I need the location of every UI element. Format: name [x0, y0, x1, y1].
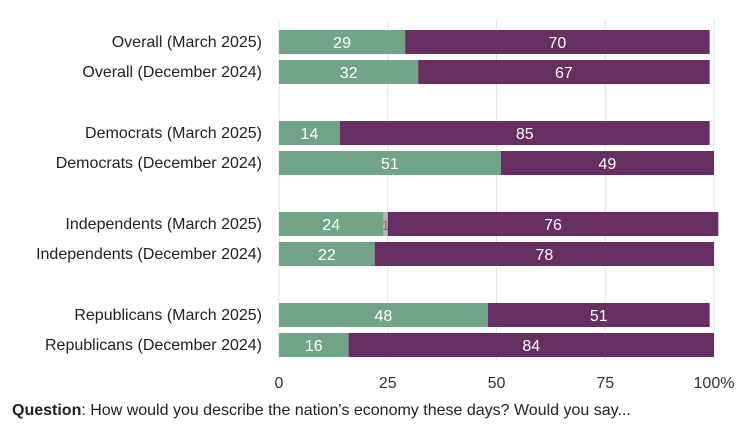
category-label: Republicans (December 2024) [45, 337, 262, 354]
bar-segment [279, 242, 375, 266]
bar-segment [279, 303, 488, 327]
question-text: : How would you describe the nation's ec… [81, 402, 631, 419]
data-label: 49 [599, 156, 617, 173]
x-tick-label: 50 [488, 375, 506, 392]
x-tick-label: 100% [694, 375, 735, 392]
data-label: 78 [535, 247, 553, 264]
bar-segment [348, 333, 714, 357]
bar-segment [279, 121, 340, 145]
bar-segment [339, 121, 710, 145]
chart: 29 70 32 67 14 85 51 49 24 1 76 22 78 48 51 16 84 Overal… [36, 20, 735, 392]
data-label: 51 [381, 156, 399, 173]
x-tick-label: 25 [379, 375, 397, 392]
data-label: 24 [322, 217, 340, 234]
data-label: 76 [544, 217, 562, 234]
data-label: 67 [555, 65, 573, 82]
question-label: Question [12, 402, 82, 419]
category-label: Republicans (March 2025) [74, 307, 262, 324]
data-label: 85 [516, 126, 534, 143]
x-tick-label: 0 [275, 375, 284, 392]
bars: 29 70 32 67 14 85 51 49 24 1 76 22 78 48 51 16 84 [279, 30, 719, 357]
category-label: Democrats (December 2024) [56, 155, 262, 172]
category-label: Independents (December 2024) [36, 246, 262, 263]
bar-segment [387, 212, 719, 236]
data-label: 1 [382, 217, 390, 233]
data-label: 16 [305, 338, 323, 355]
bar-segment [279, 151, 501, 175]
category-label: Overall (March 2025) [112, 34, 262, 51]
bar-segment [487, 303, 710, 327]
bar-segment [374, 242, 714, 266]
data-label: 48 [375, 308, 393, 325]
bar-segment [279, 30, 406, 54]
question-note: Question: How would you describe the nat… [12, 402, 631, 420]
data-label: 32 [340, 65, 358, 82]
category-label: Democrats (March 2025) [85, 125, 262, 142]
data-label: 84 [522, 338, 540, 355]
category-label: Independents (March 2025) [65, 216, 262, 233]
bar-segment [500, 151, 714, 175]
category-labels: Overall (March 2025) Overall (December 20… [36, 34, 262, 354]
bar-segment [418, 60, 710, 84]
data-label: 29 [333, 35, 351, 52]
category-label: Overall (December 2024) [82, 64, 262, 81]
bar-segment [383, 212, 388, 236]
data-label: 14 [301, 126, 319, 143]
x-tick-label: 75 [596, 375, 614, 392]
data-label: 51 [590, 308, 608, 325]
bar-segment [279, 60, 419, 84]
data-label: 22 [318, 247, 336, 264]
x-tick-labels: 0 25 50 75 100% [275, 375, 735, 392]
data-label: 70 [549, 35, 567, 52]
bar-segment [279, 333, 349, 357]
bar-segment [405, 30, 710, 54]
bar-segment [279, 212, 384, 236]
